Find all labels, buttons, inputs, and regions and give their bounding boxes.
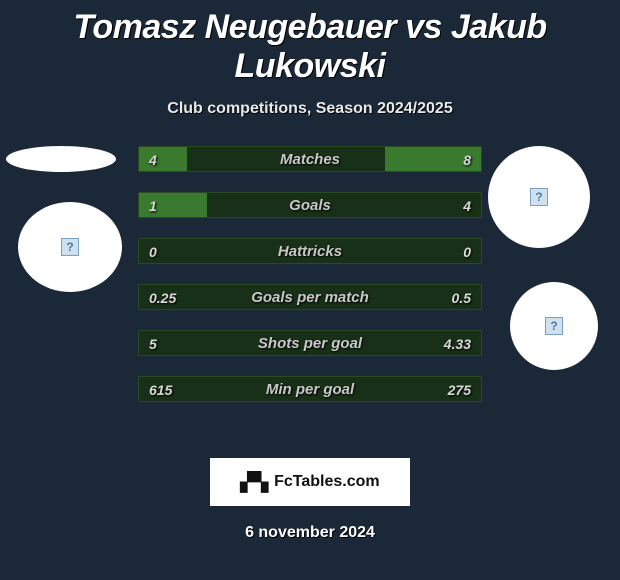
page-title: Tomasz Neugebauer vs Jakub Lukowski — [0, 0, 620, 86]
avatar-right-circle-1: ? — [488, 146, 590, 248]
stat-label: Goals — [139, 193, 481, 219]
stat-row: 54.33Shots per goal — [138, 330, 482, 356]
brand-name: FcTables.com — [274, 473, 380, 491]
stat-row: 00Hattricks — [138, 238, 482, 264]
brand-box: ▞▚ FcTables.com — [210, 458, 410, 506]
avatar-right-circle-2: ? — [510, 282, 598, 370]
stat-bars: 48Matches 14Goals 00Hattricks 0.250.5Goals … — [138, 146, 482, 422]
comparison-stage: ? ? ? 48Matches 14Goals 00Hattricks 0.250.5… — [0, 146, 620, 446]
avatar-placeholder-ellipse — [6, 146, 116, 172]
brand-logo-icon: ▞▚ — [240, 472, 268, 493]
stat-row: 48Matches — [138, 146, 482, 172]
stat-label: Goals per match — [139, 285, 481, 311]
stat-row: 615275Min per goal — [138, 376, 482, 402]
date-label: 6 november 2024 — [0, 524, 620, 542]
stat-label: Matches — [139, 147, 481, 173]
stat-row: 0.250.5Goals per match — [138, 284, 482, 310]
stat-label: Shots per goal — [139, 331, 481, 357]
image-placeholder-icon: ? — [530, 188, 548, 206]
stat-label: Min per goal — [139, 377, 481, 403]
subtitle: Club competitions, Season 2024/2025 — [0, 100, 620, 118]
stat-row: 14Goals — [138, 192, 482, 218]
avatar-left-circle: ? — [18, 202, 122, 292]
stat-label: Hattricks — [139, 239, 481, 265]
image-placeholder-icon: ? — [61, 238, 79, 256]
image-placeholder-icon: ? — [545, 317, 563, 335]
